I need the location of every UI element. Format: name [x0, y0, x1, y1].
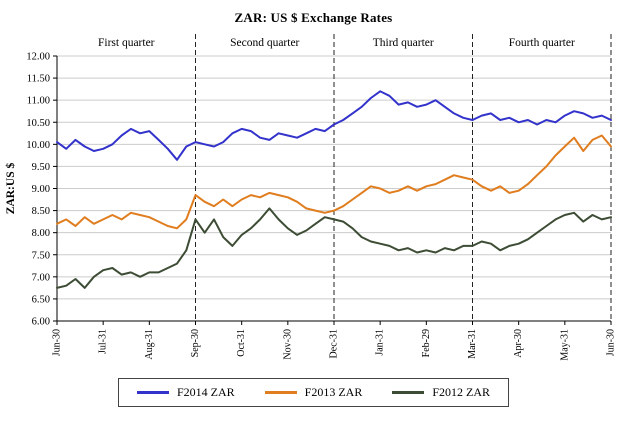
- x-tick-label: Jun-30: [52, 329, 63, 356]
- legend-line-swatch-f2014: [136, 391, 169, 394]
- x-tick-label: Jul-31: [98, 329, 109, 354]
- x-tick-label: May-31: [559, 329, 570, 361]
- chart-legend: F2014 ZAR F2013 ZAR F2012 ZAR: [117, 378, 510, 407]
- quarter-label: Third quarter: [373, 37, 434, 49]
- y-tick-label: 10.00: [26, 140, 50, 151]
- x-tick-label: Nov-30: [282, 329, 293, 360]
- y-tick-label: 6.50: [32, 294, 50, 305]
- x-tick-label: Aug-31: [144, 329, 155, 360]
- legend-line-swatch-f2012: [392, 391, 425, 394]
- y-tick-label: 8.50: [32, 206, 50, 217]
- y-tick-label: 7.00: [32, 272, 50, 283]
- series-line-f2012-zar: [56, 207, 612, 289]
- x-tick-label: Jun-30: [606, 329, 617, 356]
- legend-label-f2013: F2013 ZAR: [304, 385, 363, 399]
- y-tick-label: 11.00: [27, 96, 50, 107]
- series-line-f2013-zar: [56, 134, 612, 230]
- y-tick-label: 6.00: [32, 317, 50, 328]
- x-tick-label: Sep-30: [190, 329, 201, 357]
- y-tick-label: 9.50: [32, 162, 50, 173]
- legend-label-f2014: F2014 ZAR: [176, 385, 235, 399]
- legend-line-swatch-f2013: [264, 391, 297, 394]
- y-tick-label: 12.00: [26, 52, 50, 63]
- x-tick-label: Feb-29: [421, 329, 432, 357]
- legend-item-f2012: F2012 ZAR: [392, 385, 490, 400]
- y-tick-label: 8.00: [32, 228, 50, 239]
- quarter-label: Second quarter: [230, 37, 299, 49]
- legend-wrap: F2014 ZAR F2013 ZAR F2012 ZAR: [0, 378, 627, 407]
- y-tick-label: 10.50: [26, 118, 50, 129]
- x-tick-label: Dec-31: [329, 329, 340, 358]
- y-tick-label: 11.50: [27, 74, 50, 85]
- quarter-label: First quarter: [98, 37, 155, 49]
- y-tick-label: 9.00: [32, 184, 50, 195]
- legend-item-f2013: F2013 ZAR: [264, 385, 363, 400]
- x-tick-label: Mar-31: [467, 329, 478, 359]
- chart-title: ZAR: US $ Exchange Rates: [234, 10, 393, 25]
- y-tick-label: 7.50: [32, 250, 50, 261]
- series-line-f2014-zar: [56, 90, 612, 161]
- legend-label-f2012: F2012 ZAR: [432, 385, 491, 399]
- legend-item-f2014: F2014 ZAR: [136, 385, 235, 400]
- x-tick-label: Oct-31: [236, 329, 247, 357]
- quarter-label: Fourth quarter: [509, 37, 575, 49]
- chart-canvas: 6.00 6.50 7.00 7.50 8.00 8.50 9.00 9.50 10.00 10.…: [4, 34, 617, 361]
- x-tick-label: Apr-30: [513, 329, 524, 358]
- x-tick-label: Jan-31: [375, 329, 386, 356]
- y-axis-title: ZAR:US $: [4, 163, 17, 215]
